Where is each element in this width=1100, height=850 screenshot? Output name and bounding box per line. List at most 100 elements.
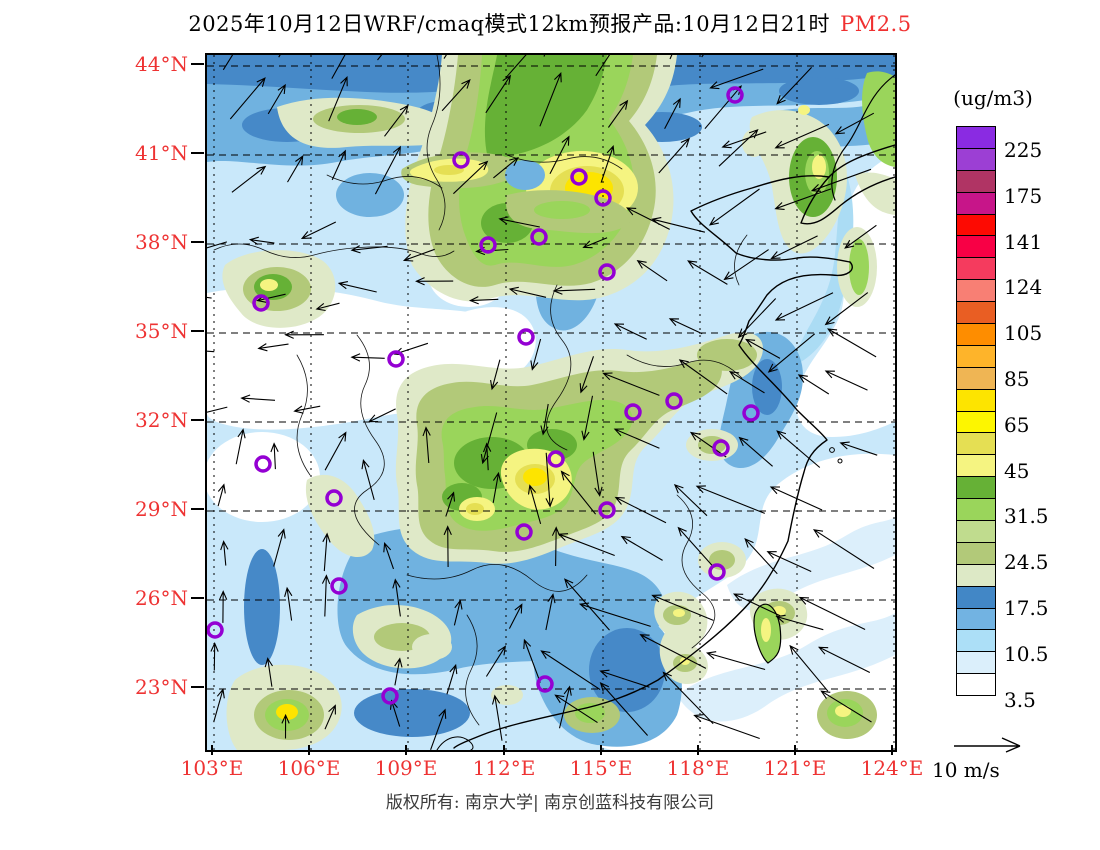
wind-arrow-icon — [235, 428, 246, 465]
city-marker-icon — [515, 523, 533, 541]
lon-label-121°E: 121°E — [763, 756, 827, 780]
lon-tick — [503, 745, 505, 755]
wind-arrow-icon — [264, 657, 273, 687]
lon-tick — [308, 745, 310, 755]
colorbar-cell — [956, 607, 996, 631]
lat-tick — [191, 508, 204, 510]
wind-arrow-icon — [267, 83, 286, 115]
wind-arrow-icon — [774, 123, 830, 149]
wind-arrow-icon — [539, 72, 562, 127]
wind-arrow-icon — [350, 353, 385, 362]
wind-arrow-icon — [231, 165, 267, 193]
wind-arrow-icon — [549, 135, 570, 174]
wind-arrow-icon — [797, 374, 830, 395]
lon-label-103°E: 103°E — [180, 756, 244, 780]
wind-arrow-icon — [281, 713, 290, 739]
lat-label-32°N: 32°N — [135, 408, 188, 432]
wind-arrow-icon — [582, 237, 608, 249]
colorbar-value-label: 105 — [1004, 321, 1043, 346]
wind-arrow-icon — [430, 708, 447, 750]
wind-arrow-icon — [620, 535, 663, 561]
wind-arrow-icon — [625, 207, 670, 230]
lon-tick — [600, 745, 602, 755]
lon-label-124°E: 124°E — [860, 756, 924, 780]
page-title: 2025年10月12日WRF/cmaq模式12km预报产品:10月12日21时 P… — [0, 8, 1100, 38]
colorbar-cell — [956, 235, 996, 259]
wind-arrow-icon — [207, 350, 215, 353]
wind-arrow-icon — [453, 599, 463, 626]
colorbar-value-label: 10.5 — [1004, 641, 1049, 666]
wind-arrow-icon — [324, 431, 347, 471]
wind-arrow-icon — [257, 343, 289, 352]
wind-arrow-icon — [523, 638, 541, 683]
wind-arrow-icon — [229, 77, 266, 120]
city-marker-icon — [708, 563, 726, 581]
wind-arrow-icon — [284, 330, 324, 339]
wind-arrow-icon — [468, 296, 499, 305]
lon-label-115°E: 115°E — [569, 756, 633, 780]
wind-arrow-icon — [677, 526, 714, 568]
city-marker-icon — [325, 489, 343, 507]
city-marker-icon — [598, 501, 616, 519]
wind-arrow-icon — [490, 359, 501, 391]
city-marker-icon — [598, 263, 616, 281]
wind-arrow-icon — [839, 441, 878, 456]
wind-arrow-icon — [560, 470, 597, 515]
wind-arrow-icon — [678, 359, 728, 395]
wind-arrow-icon — [827, 328, 877, 358]
wind-arrow-icon — [668, 318, 703, 335]
city-marker-icon — [479, 236, 497, 254]
wind-arrow-icon — [600, 145, 615, 183]
wind-arrow-icon — [817, 646, 871, 673]
lat-tick — [191, 241, 204, 243]
lat-label-23°N: 23°N — [135, 675, 188, 699]
pm25-contour-map — [207, 55, 895, 750]
wind-arrow-icon — [324, 704, 336, 730]
colorbar-value-label: 65 — [1004, 412, 1030, 437]
colorbar-cell — [956, 126, 996, 149]
wind-arrow-icon — [284, 586, 293, 621]
wind-arrow-icon — [222, 55, 234, 71]
wind-arrow-icon — [422, 426, 431, 464]
wind-arrow-icon — [551, 526, 561, 567]
city-marker-icon — [517, 328, 535, 346]
colorbar-cell — [956, 498, 996, 522]
wind-arrow-icon — [508, 603, 523, 629]
wind-arrow-icon — [367, 408, 396, 423]
wind-arrow-icon — [581, 395, 594, 441]
lon-label-109°E: 109°E — [374, 756, 438, 780]
wind-arrow-icon — [613, 323, 647, 340]
wind-arrow-icon — [374, 145, 401, 195]
colorbar-value-label: 3.5 — [1004, 687, 1036, 712]
colorbar-cell — [956, 476, 996, 500]
wind-arrow-icon — [493, 156, 519, 179]
wind-arrow-icon — [658, 137, 690, 174]
wind-arrow-icon — [492, 471, 502, 503]
wind-arrow-icon — [446, 663, 458, 695]
city-marker-icon — [742, 404, 760, 422]
wind-arrow-icon — [592, 451, 603, 497]
wind-arrow-icon — [639, 634, 707, 669]
city-marker-icon — [530, 228, 548, 246]
city-marker-icon — [726, 86, 744, 104]
wind-arrow-icon — [240, 394, 276, 403]
lon-tick — [794, 745, 796, 755]
wind-arrow-icon — [834, 112, 875, 135]
wind-arrow-icon — [662, 671, 714, 725]
colorbar-value-label: 31.5 — [1004, 504, 1049, 529]
wind-arrow-icon — [820, 690, 872, 723]
copyright-footer: 版权所有: 南京大学| 南京创蓝科技有限公司 — [385, 793, 715, 813]
wind-arrow-icon — [695, 485, 766, 514]
wind-arrow-icon — [331, 55, 346, 79]
colorbar-cell — [956, 410, 996, 434]
wind-arrow-icon — [498, 216, 540, 228]
city-marker-icon — [381, 687, 399, 705]
colorbar-value-label: 24.5 — [1004, 550, 1049, 575]
wind-arrow-icon — [613, 428, 660, 449]
wind-arrow-icon — [689, 431, 727, 458]
wind-arrow-icon — [402, 248, 435, 262]
wind-reference-label: 10 m/s — [932, 758, 1000, 782]
wind-arrow-icon — [564, 578, 610, 631]
wind-arrow-icon — [789, 644, 829, 692]
wind-arrow-icon — [270, 442, 279, 470]
